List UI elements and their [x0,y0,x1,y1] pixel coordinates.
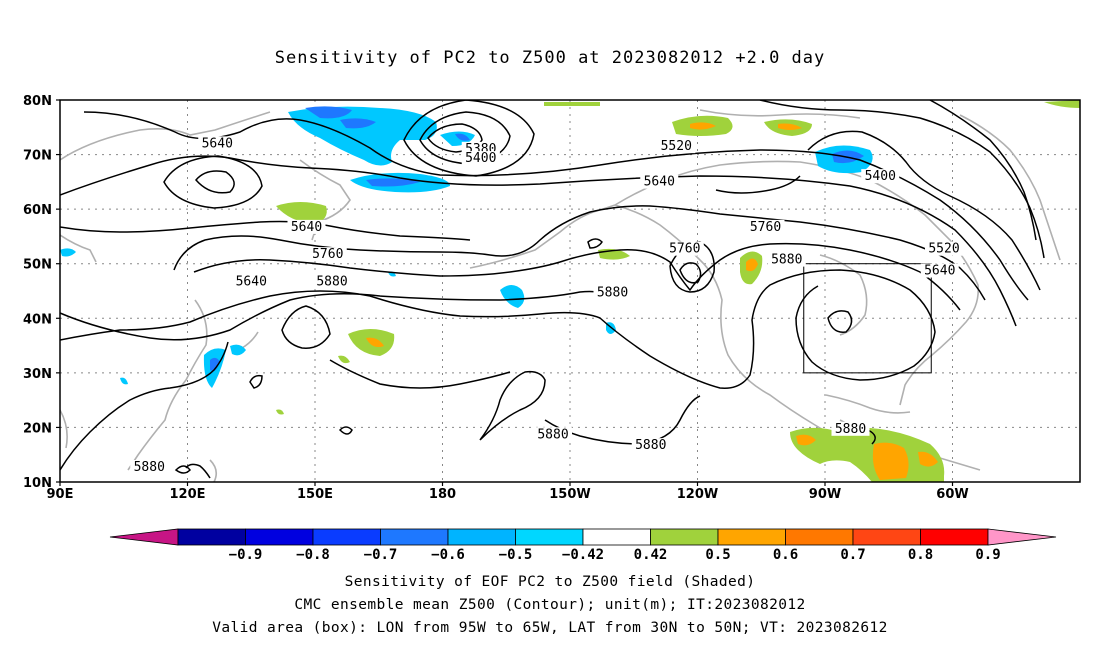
contour-label: 5520 [657,139,696,154]
contour-label: 5520 [925,241,963,257]
contour-label: 5880 [130,459,169,475]
svg-text:5880: 5880 [316,274,347,289]
colorbar-tick-label: −0.5 [499,547,533,563]
valid-area-box [803,263,932,374]
contour-label: 5640 [640,174,679,190]
colorbar-max-arrow [987,528,1057,546]
svg-text:5880: 5880 [835,422,866,437]
contour-label: 5880 [534,427,572,442]
longitude-axis: 90E 120E 150E 180 150W 120W 90W 60W [47,482,969,502]
svg-text:5880: 5880 [771,253,802,268]
contour-label: 5640 [287,219,326,235]
gridlines [60,100,1080,482]
lon-label: 90E [47,487,74,502]
contour-label: 5880 [831,421,870,437]
contour-label: 5880 [593,285,632,300]
colorbar-bin [177,528,246,546]
svg-text:5760: 5760 [669,242,700,257]
svg-text:5640: 5640 [236,274,267,289]
lon-label: 120W [677,487,718,502]
svg-text:5880: 5880 [597,285,628,300]
colorbar-bin [582,528,651,546]
lat-label: 10N [23,476,52,491]
contour-label: 5880 [767,252,806,268]
lat-label: 50N [23,258,52,273]
svg-text:5880: 5880 [635,438,666,453]
svg-text:5400: 5400 [465,151,496,166]
colorbar-tick-label: 0.42 [634,547,668,563]
svg-text:5640: 5640 [644,175,675,190]
chart-title: Sensitivity of PC2 to Z500 at 2023082012… [274,48,826,68]
lon-label: 120E [169,487,205,502]
lat-label: 60N [23,203,52,218]
colorbar-tick-label: 0.7 [840,547,865,563]
colorbar-bin [447,528,516,546]
contour-label: 5880 [631,438,670,453]
colorbar-tick-label: 0.8 [908,547,933,563]
lat-label: 40N [23,312,52,327]
svg-text:5640: 5640 [924,264,955,279]
lon-label: 180 [429,487,456,502]
svg-text:5520: 5520 [928,242,959,257]
svg-text:5760: 5760 [312,247,343,262]
colorbar-bin [245,528,314,546]
colorbar-tick-label: −0.8 [296,547,330,563]
colorbar-tick-label: −0.7 [364,547,398,563]
svg-text:5640: 5640 [202,136,233,151]
caption-line-2: CMC ensemble mean Z500 (Contour); unit(m… [294,597,806,613]
contour-label: 5640 [232,274,271,289]
contour-label: 5400 [461,151,500,166]
svg-text:5520: 5520 [661,139,692,154]
colorbar-bin [717,528,786,546]
colorbar-tick-label: 0.6 [773,547,798,563]
colorbar-bin [650,528,719,546]
latitude-axis: 80N 70N 60N 50N 40N 30N 20N 10N [23,94,60,491]
lat-label: 30N [23,367,52,382]
contour-label: 5760 [665,241,704,257]
colorbar-bin [852,528,921,546]
lon-label: 60W [936,487,968,502]
z500-contours [60,100,1045,479]
caption-line-1: Sensitivity of EOF PC2 to Z500 field (Sh… [344,574,756,590]
svg-text:5760: 5760 [750,220,781,235]
contour-label: 5880 [313,274,351,289]
lon-label: 150E [297,487,333,502]
colorbar-tick-label: 0.5 [705,547,730,563]
colorbar-bin [785,528,854,546]
colorbar-min-arrow [109,528,179,546]
lat-label: 20N [23,421,52,436]
svg-text:5640: 5640 [291,220,322,235]
contour-label: 5760 [308,247,347,262]
svg-text:5880: 5880 [537,427,568,442]
colorbar-bin [515,528,584,546]
lon-label: 90W [809,487,841,502]
contour-label: 5400 [861,169,900,184]
colorbar-bin [920,528,989,546]
svg-text:5400: 5400 [865,169,896,184]
colorbar-tick-labels: −0.9 −0.8 −0.7 −0.6 −0.5 −0.42 0.42 0.5 0.6 0.7 0.… [229,547,1001,563]
colorbar-bin [380,528,449,546]
colorbar [109,528,1057,546]
sensitivity-shading [60,100,1080,482]
colorbar-tick-label: −0.9 [229,547,263,563]
colorbar-bin [312,528,381,546]
lon-label: 150W [549,487,590,502]
svg-text:5880: 5880 [134,460,165,475]
colorbar-tick-label: 0.9 [975,547,1000,563]
colorbar-tick-label: −0.6 [431,547,465,563]
contour-label: 5760 [746,219,785,235]
caption-line-3: Valid area (box): LON from 95W to 65W, L… [212,620,888,636]
lat-label: 70N [23,149,52,164]
colorbar-tick-label: −0.42 [562,547,604,563]
lat-label: 80N [23,94,52,109]
contour-label: 5640 [920,263,959,279]
contour-label: 5640 [198,136,237,151]
